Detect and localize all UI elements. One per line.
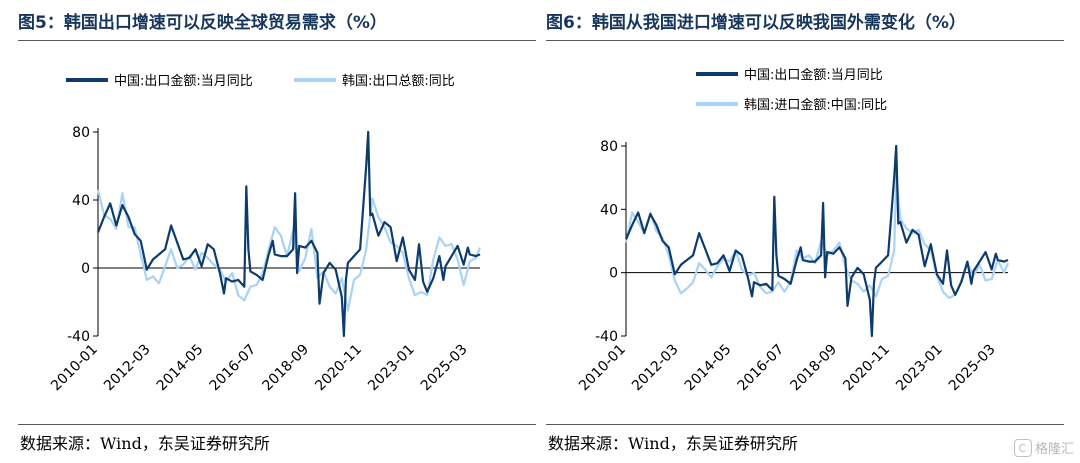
- watermark-text: 格隆汇: [1034, 442, 1074, 457]
- gelonghui-logo-icon: [1013, 438, 1032, 457]
- y-tick-label: -40: [595, 329, 618, 345]
- figure-title: 图6：韩国从我国进口增速可以反映我国外需变化（%）: [546, 13, 966, 33]
- x-tick-label: 2023-01: [365, 342, 418, 395]
- title-rule: [18, 40, 536, 41]
- x-tick-label: 2025-03: [946, 342, 999, 395]
- series-line-korea: [96, 189, 482, 312]
- legend-label: 韩国:出口总额:同比: [342, 74, 455, 89]
- data-source-note: 数据来源：Wind，东吴证券研究所: [20, 434, 270, 453]
- x-tick-label: 2016-07: [207, 342, 260, 395]
- y-tick-label: 40: [72, 193, 90, 209]
- y-tick-label: -40: [67, 329, 90, 345]
- figure-title: 图5：韩国出口增速可以反映全球贸易需求（%）: [18, 13, 387, 33]
- y-tick-label: 0: [81, 261, 90, 277]
- x-tick-label: 2018-09: [259, 342, 312, 395]
- source-rule: [546, 424, 1064, 425]
- y-tick-label: 40: [600, 202, 618, 218]
- figure-5-panel: 图5：韩国出口增速可以反映全球贸易需求（%） 中国:出口金额:当月同比 韩国:出口…: [18, 0, 536, 463]
- series-line-china-export: [624, 144, 1009, 338]
- x-tick-label: 2020-11: [840, 342, 893, 395]
- watermark: 格隆汇: [1013, 438, 1074, 457]
- x-tick-label: 2025-03: [418, 342, 471, 395]
- series-line-china-export: [96, 130, 481, 338]
- x-tick-label: 2014-05: [154, 342, 207, 395]
- legend-label: 韩国:进口金额:中国:同比: [744, 97, 887, 113]
- figure-6-panel: 图6：韩国从我国进口增速可以反映我国外需变化（%） 中国:出口金额:当月同比 韩国…: [546, 0, 1064, 463]
- x-tick-label: 2016-07: [735, 342, 788, 395]
- x-tick-label: 2014-05: [682, 342, 735, 395]
- x-tick-label: 2010-01: [48, 342, 101, 395]
- x-tick-label: 2020-11: [312, 342, 365, 395]
- title-rule: [546, 40, 1064, 41]
- y-tick-label: 0: [609, 266, 618, 282]
- x-tick-label: 2023-01: [893, 342, 946, 395]
- x-tick-label: 2018-09: [787, 342, 840, 395]
- source-rule: [18, 424, 536, 425]
- data-source-note: 数据来源：Wind，东吴证券研究所: [548, 434, 798, 453]
- legend-label: 中国:出口金额:当月同比: [114, 73, 253, 89]
- x-tick-label: 2010-01: [576, 342, 629, 395]
- y-tick-label: 80: [600, 139, 618, 155]
- x-tick-label: 2012-03: [101, 342, 154, 395]
- legend-label: 中国:出口金额:当月同比: [744, 67, 883, 83]
- y-tick-label: 80: [72, 125, 90, 141]
- x-tick-label: 2012-03: [629, 342, 682, 395]
